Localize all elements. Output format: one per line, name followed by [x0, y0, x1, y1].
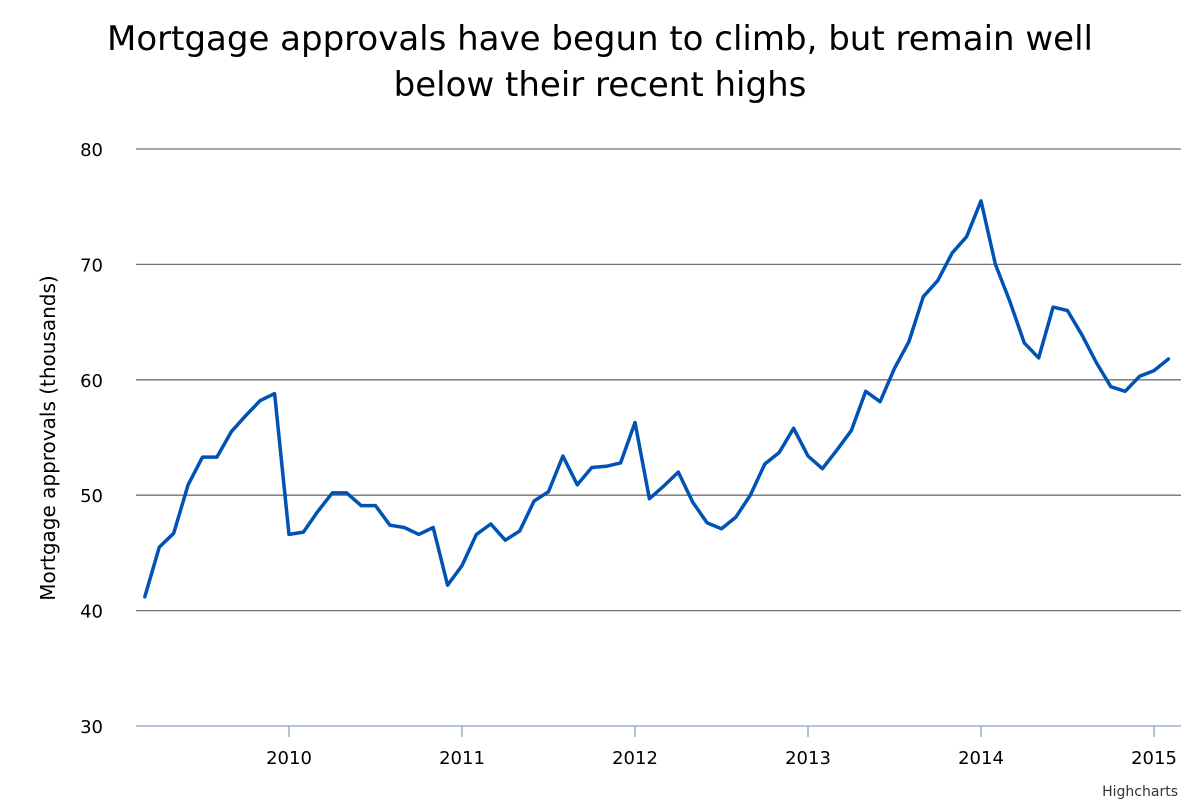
y-tick-label: 70	[80, 255, 103, 276]
y-tick-labels: 30 40 50 60 70 80	[80, 140, 103, 738]
grid-lines	[136, 148, 1181, 727]
x-tick-labels: 2010 2011 2012 2013 2014 2015	[266, 748, 1177, 769]
y-tick-label: 40	[80, 602, 103, 623]
x-tick-label: 2015	[1131, 748, 1177, 769]
x-tick-label: 2012	[612, 748, 658, 769]
x-ticks	[288, 726, 1155, 737]
x-tick-label: 2011	[439, 748, 485, 769]
x-tick-label: 2014	[958, 748, 1004, 769]
y-tick-label: 30	[80, 717, 103, 738]
y-tick-label: 50	[80, 486, 103, 507]
series-line-mortgage-approvals[interactable]	[143, 199, 1171, 599]
y-axis-title: Mortgage approvals (thousands)	[36, 275, 60, 600]
y-tick-label: 80	[80, 140, 103, 161]
x-tick-label: 2010	[266, 748, 312, 769]
credits-link[interactable]: Highcharts	[1102, 784, 1178, 800]
y-tick-label: 60	[80, 371, 103, 392]
x-tick-label: 2013	[785, 748, 831, 769]
chart-title: Mortgage approvals have begun to climb, …	[107, 19, 1093, 105]
